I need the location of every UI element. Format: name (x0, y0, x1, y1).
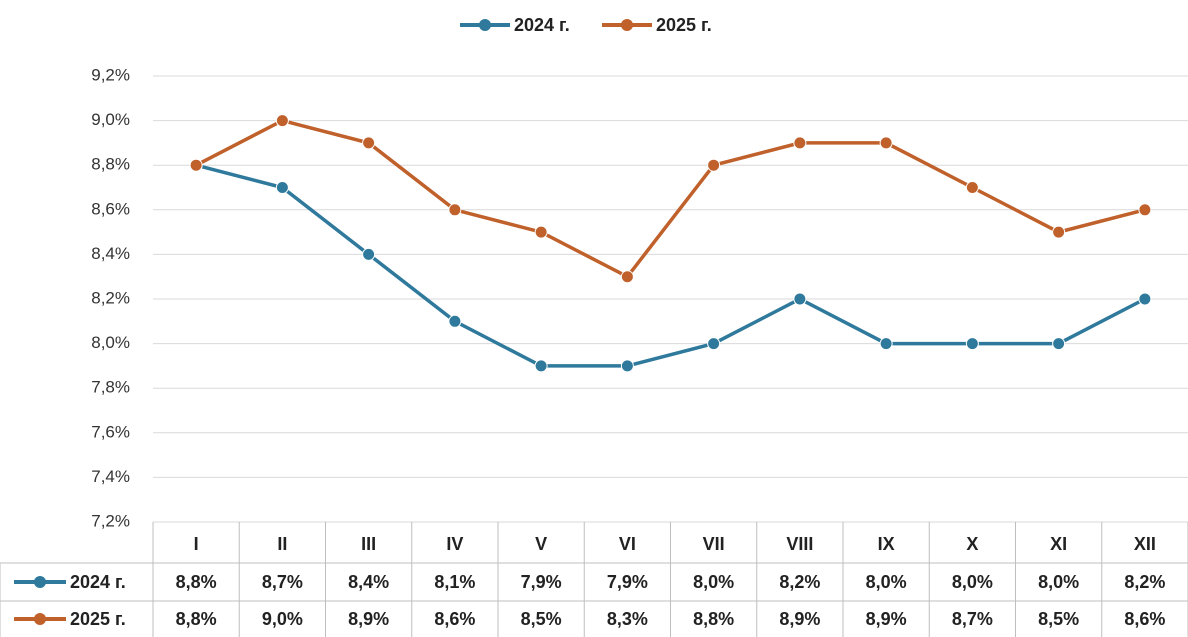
table-value: 8,8% (693, 609, 734, 629)
table-value: 7,9% (607, 572, 648, 592)
point (448, 203, 462, 217)
y-tick-label: 8,4% (91, 244, 130, 263)
point (362, 247, 376, 261)
table-value: 7,9% (521, 572, 562, 592)
table-value: 8,9% (779, 609, 820, 629)
x-tick-label: V (535, 534, 547, 554)
y-tick-label: 8,0% (91, 333, 130, 352)
table-value: 8,7% (262, 572, 303, 592)
point (793, 136, 807, 150)
x-tick-label: IV (446, 534, 463, 554)
point (448, 314, 462, 328)
table-value: 8,7% (952, 609, 993, 629)
point (1138, 203, 1152, 217)
x-tick-label: VIII (786, 534, 813, 554)
table-value: 8,2% (779, 572, 820, 592)
table-value: 8,6% (1124, 609, 1165, 629)
y-tick-label: 7,6% (91, 422, 130, 441)
point (534, 359, 548, 373)
table-value: 8,8% (176, 609, 217, 629)
table-value: 8,0% (866, 572, 907, 592)
point (275, 181, 289, 194)
legend-label: 2025 г. (656, 15, 712, 35)
x-tick-label: III (361, 534, 376, 554)
table-value: 8,5% (1038, 609, 1079, 629)
table-legend-marker (34, 613, 46, 625)
legend-marker (621, 19, 633, 31)
y-tick-label: 8,8% (91, 155, 130, 174)
point (707, 337, 721, 351)
table-value: 8,9% (866, 609, 907, 629)
legend-marker (479, 19, 491, 31)
point (879, 337, 893, 351)
series-line (195, 118, 1146, 279)
y-tick-label: 9,0% (91, 110, 130, 129)
point (1138, 292, 1152, 306)
table-series-name: 2024 г. (70, 572, 126, 592)
series-line (195, 163, 1146, 368)
table-value: 8,6% (434, 609, 475, 629)
y-tick-label: 7,2% (91, 511, 130, 530)
point (1052, 225, 1066, 239)
table-value: 8,0% (1038, 572, 1079, 592)
legend-label: 2024 г. (514, 15, 570, 35)
x-tick-label: IX (878, 534, 895, 554)
table-value: 8,0% (693, 572, 734, 592)
table-value: 8,8% (176, 572, 217, 592)
table-value: 8,1% (434, 572, 475, 592)
x-tick-label: I (194, 534, 199, 554)
table-series-name: 2025 г. (70, 609, 126, 629)
point (1052, 337, 1066, 351)
x-tick-label: VII (703, 534, 725, 554)
table-legend-marker (34, 576, 46, 588)
table-value: 8,0% (952, 572, 993, 592)
point (965, 181, 979, 194)
point (275, 114, 289, 128)
y-tick-label: 8,2% (91, 288, 130, 307)
y-tick-label: 7,8% (91, 378, 130, 397)
point (620, 270, 634, 284)
x-tick-label: XI (1050, 534, 1067, 554)
y-tick-label: 9,2% (91, 65, 130, 84)
point (707, 158, 721, 172)
table-value: 8,5% (521, 609, 562, 629)
y-tick-label: 8,6% (91, 199, 130, 218)
table-value: 9,0% (262, 609, 303, 629)
table-value: 8,9% (348, 609, 389, 629)
point (793, 292, 807, 306)
y-tick-label: 7,4% (91, 467, 130, 486)
x-tick-label: XII (1134, 534, 1156, 554)
point (620, 359, 634, 373)
point (965, 337, 979, 351)
x-tick-label: X (966, 534, 978, 554)
point (189, 158, 203, 172)
point (879, 136, 893, 150)
point (362, 136, 376, 150)
x-tick-label: II (277, 534, 287, 554)
table-value: 8,4% (348, 572, 389, 592)
table-value: 8,3% (607, 609, 648, 629)
point (534, 225, 548, 239)
x-tick-label: VI (619, 534, 636, 554)
table-value: 8,2% (1124, 572, 1165, 592)
